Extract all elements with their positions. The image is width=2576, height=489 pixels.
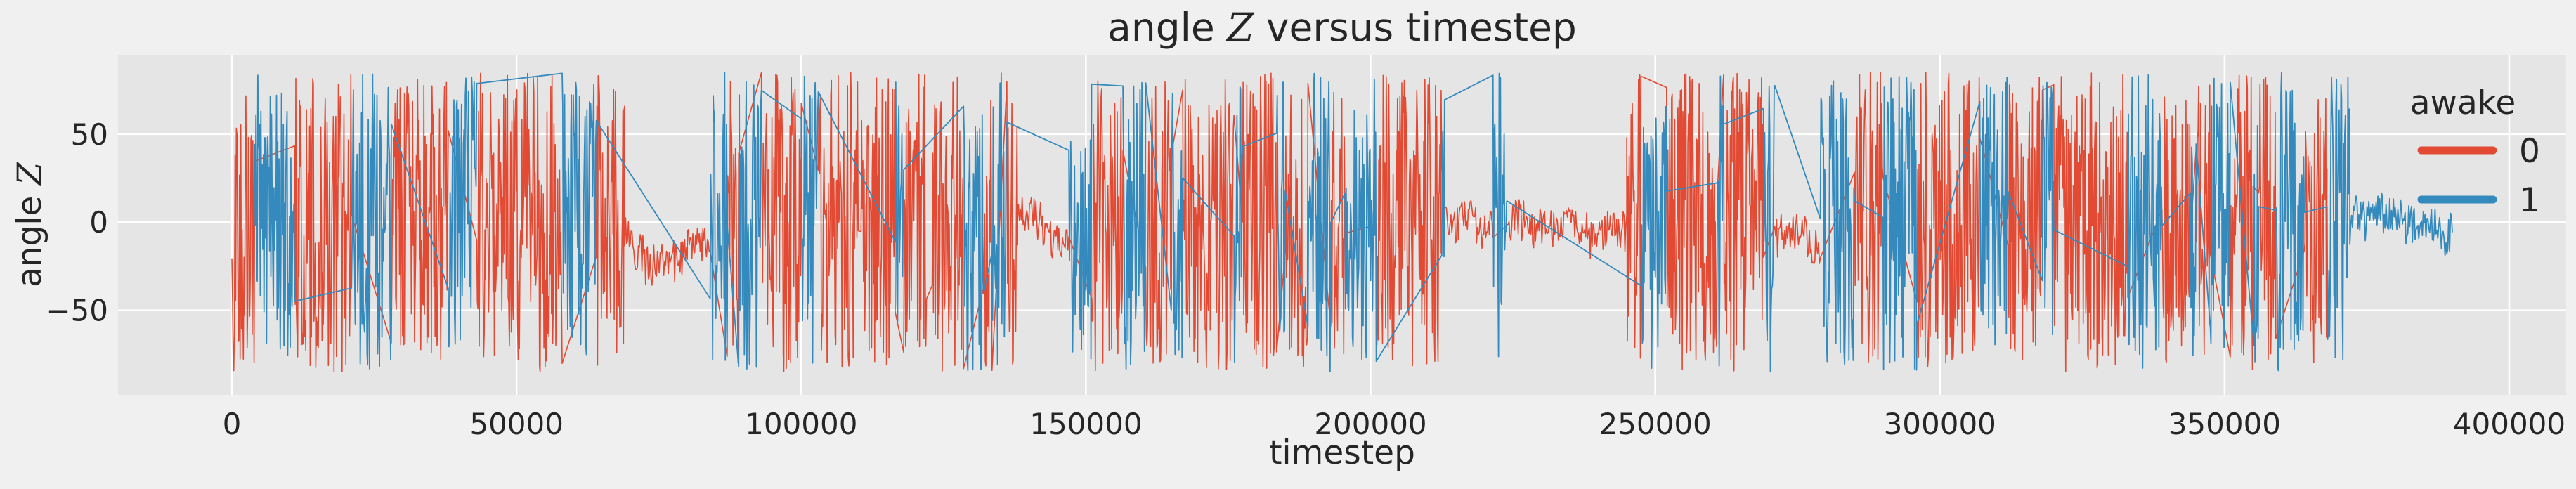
series-layer — [231, 72, 2453, 373]
x-tick-label: 400000 — [2453, 407, 2565, 441]
y-axis-label: angle Z — [11, 162, 49, 287]
y-tick-label: −50 — [46, 294, 108, 328]
x-axis-label: timestep — [1269, 433, 1415, 472]
y-tick-label: 50 — [71, 117, 108, 152]
y-tick-label: 0 — [89, 205, 108, 240]
x-tick-label: 100000 — [745, 407, 857, 441]
x-tick-label: 300000 — [1884, 407, 1996, 441]
ticks: 0 50000 100000 150000 200000 250000 300000 3500… — [46, 117, 2565, 441]
x-tick-label: 0 — [223, 407, 242, 441]
series-1 — [254, 72, 2453, 373]
series-line-1 — [254, 72, 2453, 373]
series-line-0 — [231, 72, 2328, 373]
x-tick-label: 200000 — [1314, 407, 1426, 441]
legend-title: awake — [2410, 84, 2516, 122]
legend-label-1: 1 — [2519, 181, 2540, 220]
x-tick-label: 350000 — [2168, 407, 2281, 441]
x-tick-label: 150000 — [1029, 407, 1142, 441]
chart-title: angle Z versus timestep — [1107, 5, 1577, 50]
series-0 — [231, 72, 2328, 373]
x-tick-label: 50000 — [469, 407, 564, 441]
legend-label-0: 0 — [2519, 132, 2540, 171]
legend: awake 0 1 — [2410, 84, 2540, 220]
x-tick-label: 250000 — [1599, 407, 1711, 441]
